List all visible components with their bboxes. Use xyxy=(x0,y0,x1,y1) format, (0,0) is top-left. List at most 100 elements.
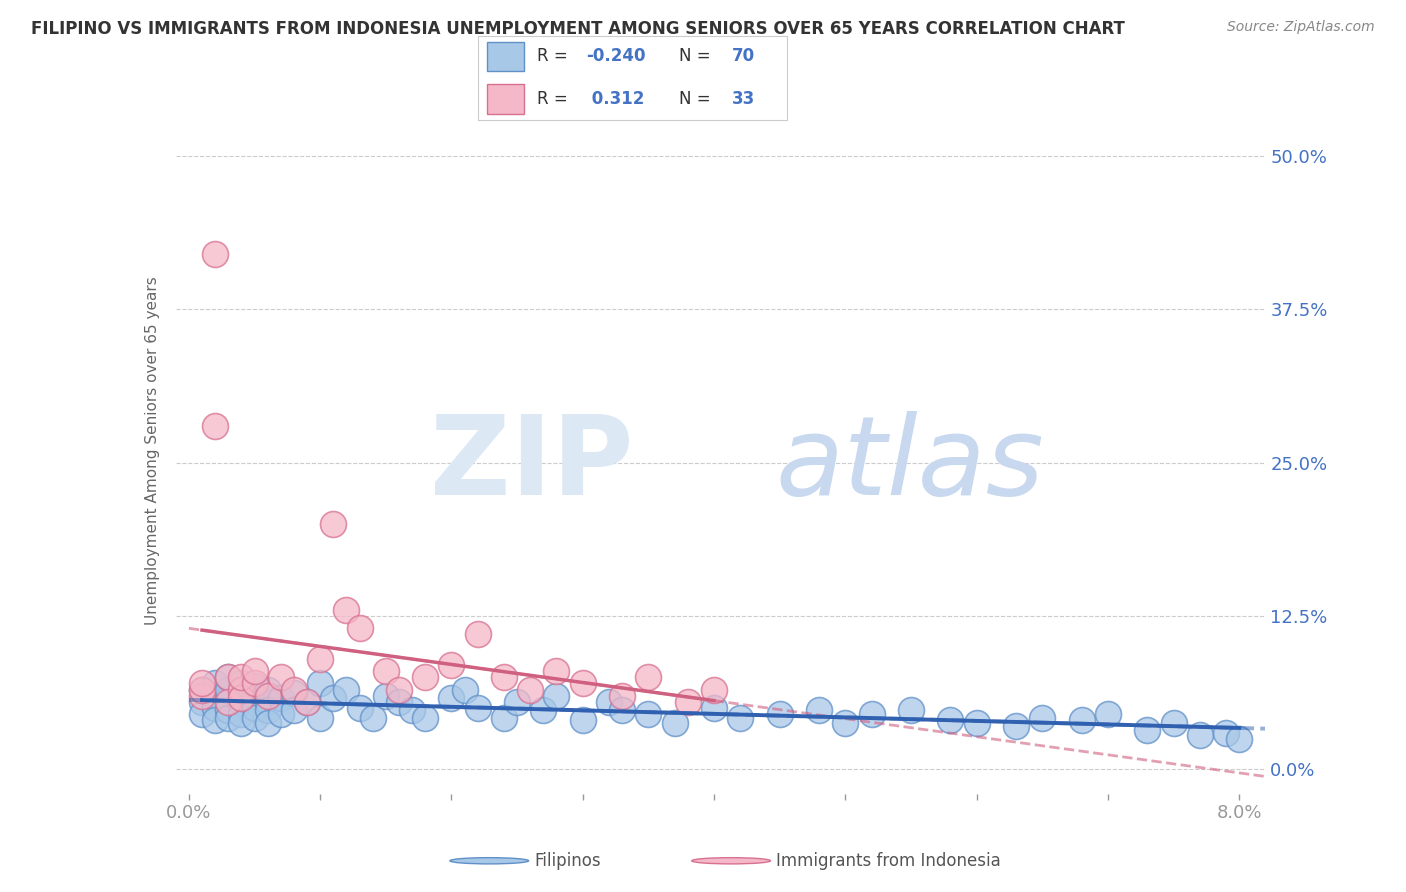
Point xyxy=(191,682,214,697)
Point xyxy=(204,419,226,434)
Point xyxy=(217,670,239,684)
Point xyxy=(335,682,357,697)
Point xyxy=(256,689,278,703)
Text: R =: R = xyxy=(537,90,572,108)
Point xyxy=(191,707,214,722)
Point xyxy=(966,715,988,730)
Point xyxy=(322,517,344,532)
Point xyxy=(703,682,725,697)
Point xyxy=(256,703,278,717)
Point xyxy=(243,701,266,715)
Point xyxy=(1136,723,1159,737)
Point xyxy=(256,682,278,697)
Point xyxy=(270,707,292,722)
Point xyxy=(217,695,239,709)
Point xyxy=(388,682,411,697)
Y-axis label: Unemployment Among Seniors over 65 years: Unemployment Among Seniors over 65 years xyxy=(145,277,160,624)
Bar xyxy=(488,84,524,113)
Point xyxy=(440,658,463,673)
Point xyxy=(492,711,515,725)
Point xyxy=(231,691,253,706)
Point xyxy=(571,714,593,728)
Text: Source: ZipAtlas.com: Source: ZipAtlas.com xyxy=(1227,20,1375,34)
Point xyxy=(204,701,226,715)
Point xyxy=(1215,725,1237,739)
Point xyxy=(374,664,396,679)
Point xyxy=(1005,719,1028,733)
Point xyxy=(730,711,752,725)
Point xyxy=(413,711,436,725)
Point xyxy=(270,691,292,706)
Point xyxy=(388,695,411,709)
Point xyxy=(309,652,332,666)
Circle shape xyxy=(692,858,770,863)
Point xyxy=(204,247,226,261)
Point xyxy=(231,707,253,722)
Point xyxy=(467,627,489,641)
Point xyxy=(637,707,659,722)
Point xyxy=(401,703,423,717)
Point xyxy=(322,691,344,706)
Point xyxy=(204,676,226,690)
Point xyxy=(231,686,253,700)
Text: -0.240: -0.240 xyxy=(586,47,645,65)
Bar xyxy=(488,42,524,71)
Point xyxy=(243,689,266,703)
Text: atlas: atlas xyxy=(775,410,1043,517)
Point xyxy=(1070,714,1092,728)
Point xyxy=(217,691,239,706)
Point xyxy=(610,689,633,703)
Point xyxy=(637,670,659,684)
Point xyxy=(349,701,371,715)
Point xyxy=(231,682,253,697)
Text: Filipinos: Filipinos xyxy=(534,852,600,870)
Point xyxy=(1031,711,1053,725)
Point xyxy=(939,714,962,728)
Point xyxy=(546,689,568,703)
Point xyxy=(243,676,266,690)
Point xyxy=(309,711,332,725)
Point xyxy=(243,711,266,725)
Point xyxy=(204,714,226,728)
Text: N =: N = xyxy=(679,47,716,65)
Text: 70: 70 xyxy=(731,47,755,65)
Point xyxy=(243,679,266,693)
Point xyxy=(283,703,305,717)
Point xyxy=(467,701,489,715)
Point xyxy=(283,686,305,700)
Point xyxy=(506,695,529,709)
Point xyxy=(231,670,253,684)
Point xyxy=(808,703,831,717)
Text: 0.312: 0.312 xyxy=(586,90,645,108)
Point xyxy=(769,707,792,722)
Point xyxy=(243,664,266,679)
Point xyxy=(1227,731,1250,746)
Point xyxy=(361,711,384,725)
Point xyxy=(191,676,214,690)
Point xyxy=(1188,728,1211,742)
Text: ZIP: ZIP xyxy=(430,410,633,517)
Point xyxy=(519,682,541,697)
Point xyxy=(571,676,593,690)
Point xyxy=(900,703,922,717)
Point xyxy=(531,703,554,717)
Text: Immigrants from Indonesia: Immigrants from Indonesia xyxy=(776,852,1001,870)
Point xyxy=(349,621,371,635)
Point xyxy=(413,670,436,684)
Text: 33: 33 xyxy=(731,90,755,108)
Point xyxy=(598,695,620,709)
Point xyxy=(191,695,214,709)
Point xyxy=(492,670,515,684)
Point xyxy=(270,670,292,684)
Point xyxy=(610,703,633,717)
Point xyxy=(204,689,226,703)
Point xyxy=(231,695,253,709)
Point xyxy=(664,715,686,730)
Text: N =: N = xyxy=(679,90,716,108)
Point xyxy=(191,682,214,697)
Point xyxy=(217,670,239,684)
Point xyxy=(309,676,332,690)
Point xyxy=(231,715,253,730)
Point xyxy=(295,695,318,709)
Circle shape xyxy=(450,858,529,863)
